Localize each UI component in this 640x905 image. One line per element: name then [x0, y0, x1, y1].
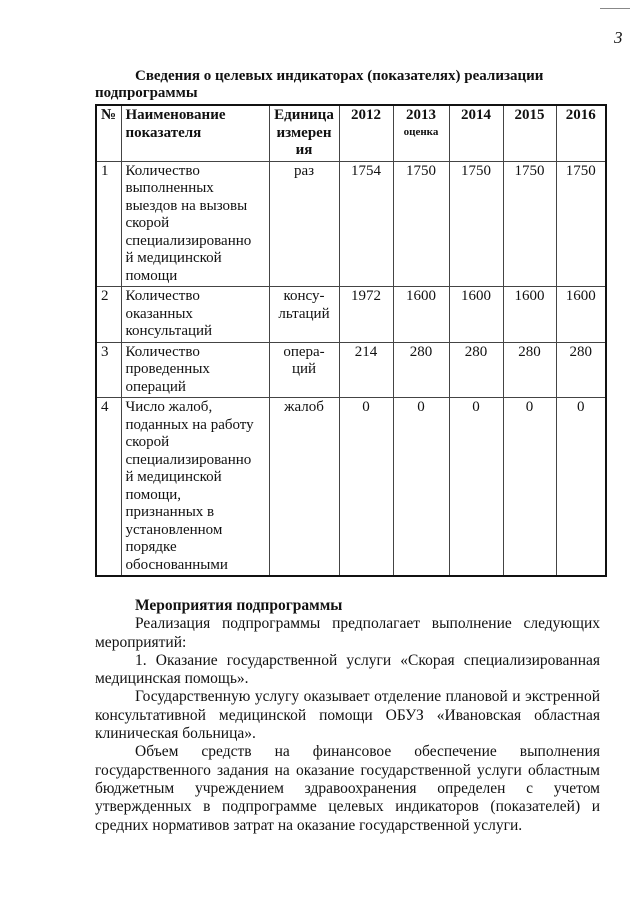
- row-name: Количество выполненных выездов на вызовы…: [120, 160, 270, 287]
- value-2015: 1600: [502, 286, 557, 343]
- row-num: 2: [95, 286, 122, 343]
- row-num: 3: [95, 341, 122, 398]
- header-2012: 2012: [338, 104, 394, 162]
- value-2014: 280: [448, 341, 504, 398]
- header-2013-year: 2013: [406, 107, 436, 123]
- table-row: 4 Число жалоб, поданных на работу скорой…: [95, 397, 607, 577]
- value-2015: 0: [502, 397, 557, 577]
- value-2012: 214: [338, 341, 394, 398]
- paragraph: Реализация подпрограммы предполагает вып…: [95, 615, 600, 651]
- table-header-row: № Наименование показателя Единица измере…: [95, 104, 607, 162]
- page-number: 3: [614, 28, 623, 47]
- table-title-line2: подпрограммы: [95, 85, 198, 101]
- row-unit: раз: [268, 160, 340, 287]
- header-2016: 2016: [555, 104, 607, 162]
- paragraph: Государственную услугу оказывает отделен…: [95, 688, 600, 743]
- value-2016: 1750: [555, 160, 607, 287]
- value-2015: 1750: [502, 160, 557, 287]
- header-2014: 2014: [448, 104, 504, 162]
- value-2012: 1972: [338, 286, 394, 343]
- paragraph: Объем средств на финансовое обеспечение …: [95, 743, 600, 834]
- scan-mark-line: [600, 8, 630, 9]
- table-title: Сведения о целевых индикаторах (показате…: [95, 68, 615, 102]
- value-2013: 1600: [392, 286, 450, 343]
- value-2012: 1754: [338, 160, 394, 287]
- header-2013: 2013 оценка: [392, 104, 450, 162]
- value-2013: 0: [392, 397, 450, 577]
- value-2015: 280: [502, 341, 557, 398]
- table-row: 3 Количество проведенных операций опера-…: [95, 341, 607, 398]
- paragraph: 1. Оказание государственной услуги «Скор…: [95, 651, 600, 688]
- indicators-table: № Наименование показателя Единица измере…: [95, 104, 607, 577]
- value-2016: 0: [555, 397, 607, 577]
- row-unit: консу- льтаций: [268, 286, 340, 343]
- row-unit: опера- ций: [268, 341, 340, 398]
- header-2015: 2015: [502, 104, 557, 162]
- section-heading: Мероприятия подпрограммы: [135, 597, 343, 614]
- value-2014: 1750: [448, 160, 504, 287]
- value-2014: 0: [448, 397, 504, 577]
- header-name: Наименование показателя: [120, 104, 270, 162]
- value-2016: 1600: [555, 286, 607, 343]
- header-num: №: [95, 104, 122, 162]
- row-name: Количество оказанных консультаций: [120, 286, 270, 343]
- row-num: 1: [95, 160, 122, 287]
- value-2014: 1600: [448, 286, 504, 343]
- header-2013-note: оценка: [403, 125, 439, 138]
- value-2013: 1750: [392, 160, 450, 287]
- row-num: 4: [95, 397, 122, 577]
- value-2013: 280: [392, 341, 450, 398]
- row-name: Число жалоб, поданных на работу скорой с…: [120, 397, 270, 577]
- table-row: 2 Количество оказанных консультаций конс…: [95, 286, 607, 343]
- row-unit: жалоб: [268, 397, 340, 577]
- table-title-line1: Сведения о целевых индикаторах (показате…: [135, 68, 544, 84]
- header-unit: Единица измерен ия: [268, 104, 340, 162]
- row-name: Количество проведенных операций: [120, 341, 270, 398]
- section-body: Мероприятия подпрограммы Реализация подп…: [95, 597, 600, 835]
- value-2016: 280: [555, 341, 607, 398]
- table-row: 1 Количество выполненных выездов на вызо…: [95, 160, 607, 287]
- value-2012: 0: [338, 397, 394, 577]
- page-content: Сведения о целевых индикаторах (показате…: [95, 68, 615, 835]
